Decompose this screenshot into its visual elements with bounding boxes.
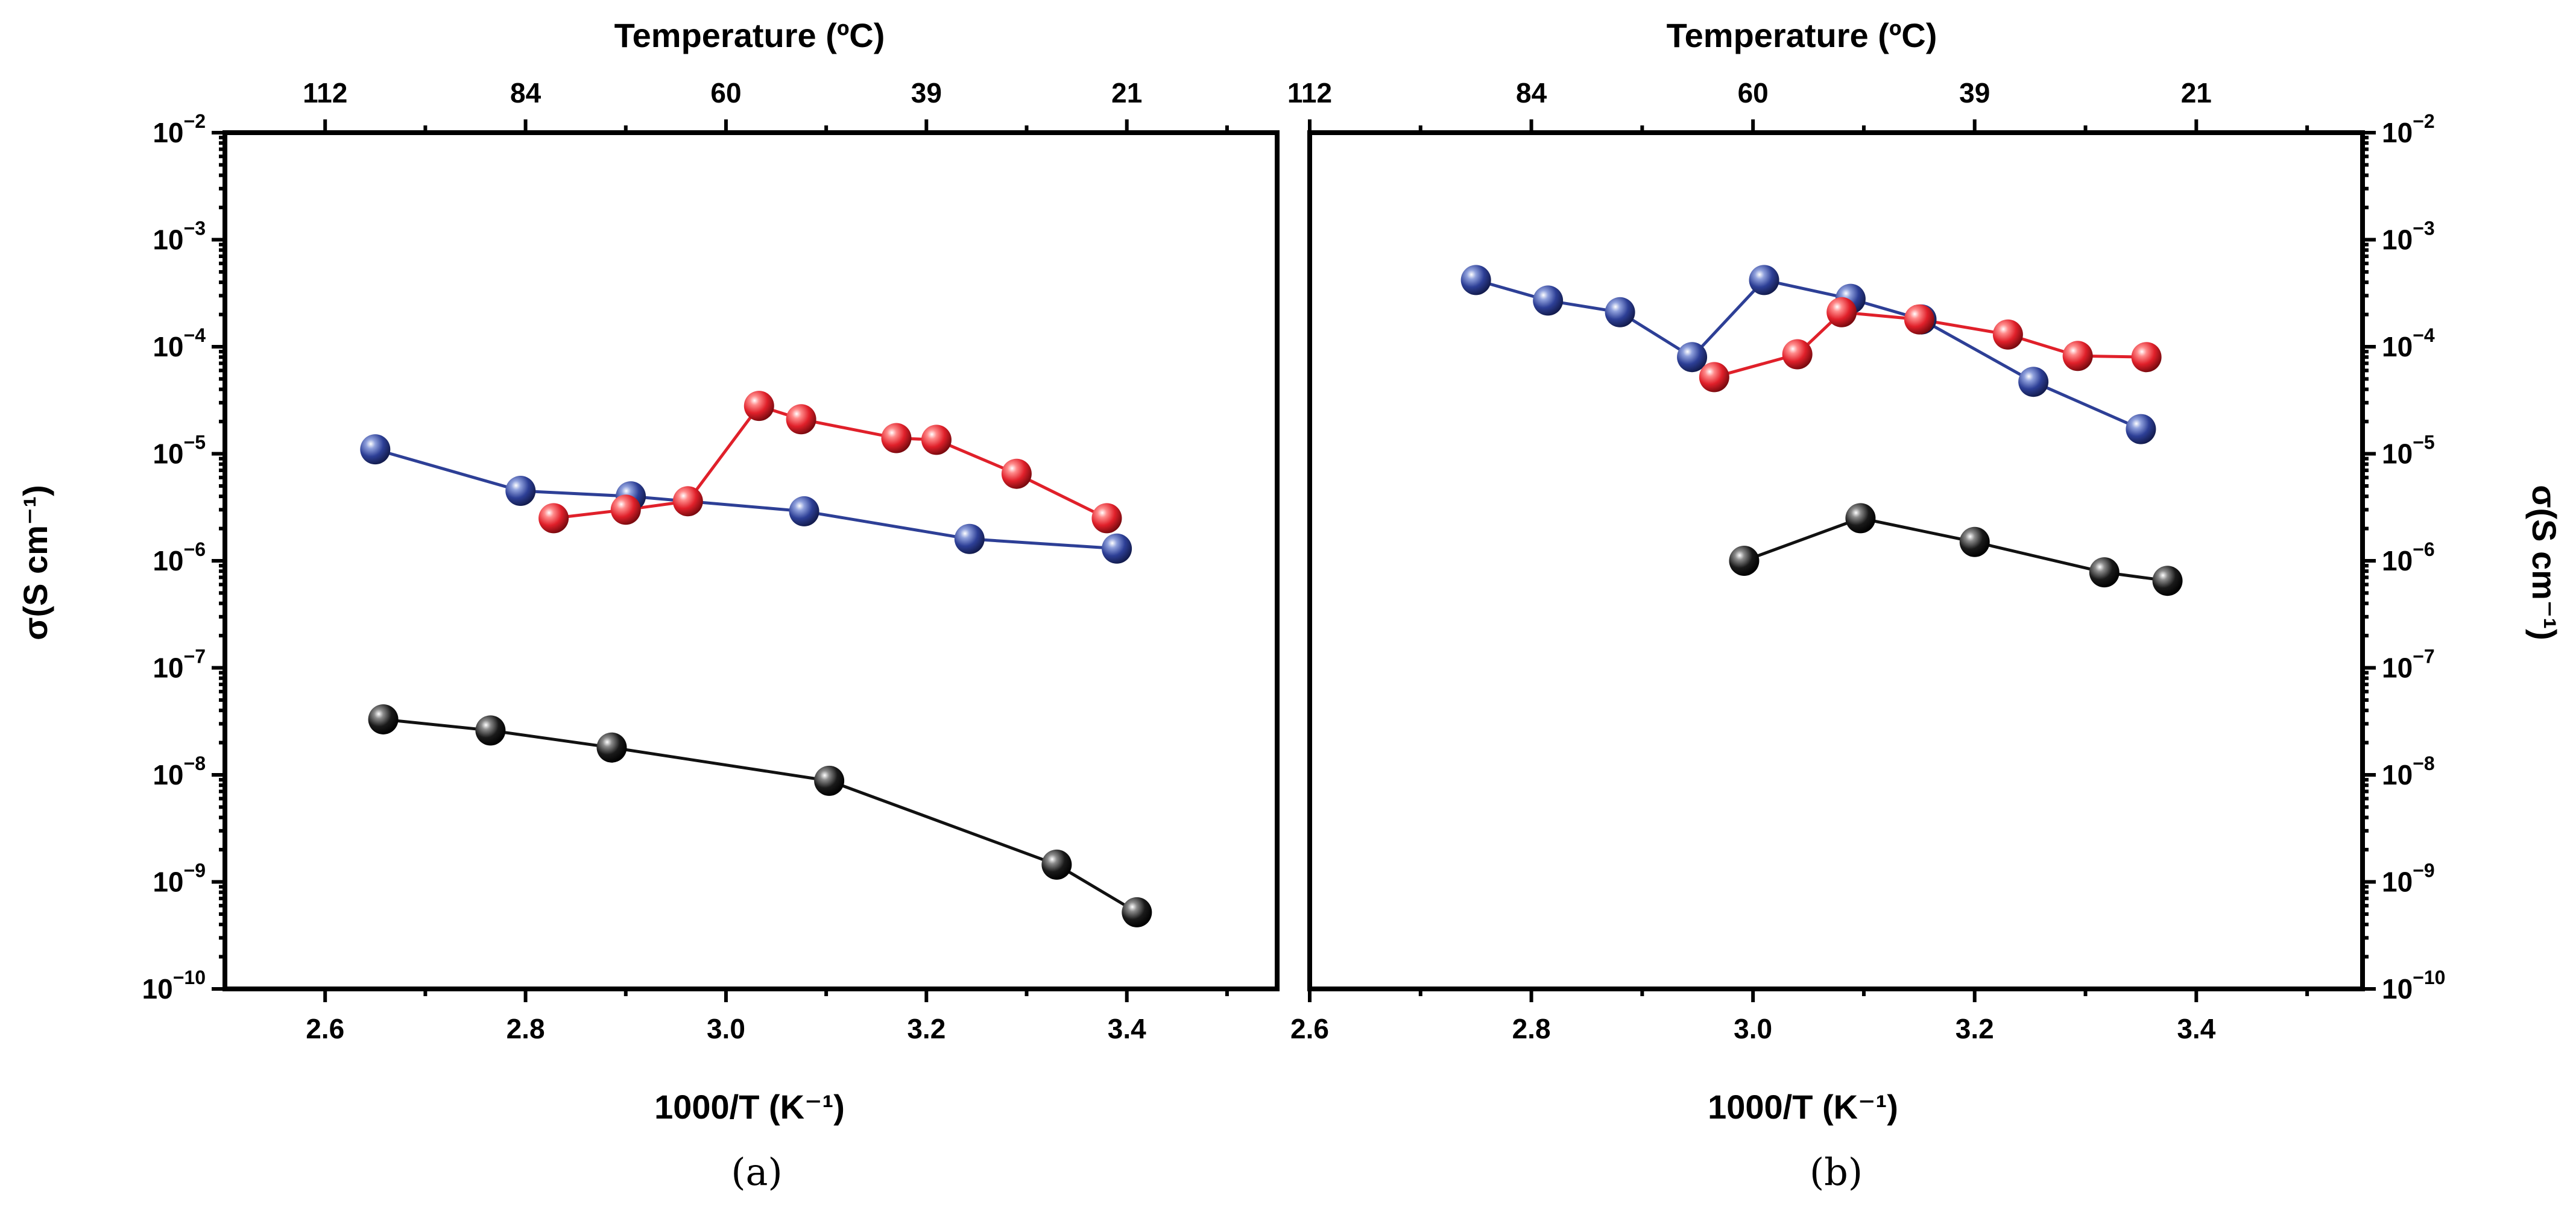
series-black-point xyxy=(596,732,627,763)
y-tick-label: 10−7 xyxy=(2382,646,2435,684)
panel-b-x-axis-title: 1000/T (K⁻¹) xyxy=(1708,1088,1898,1126)
series-blue-point xyxy=(1460,265,1491,295)
series-red-point xyxy=(881,423,912,453)
x-tick-label: 3.0 xyxy=(707,1013,745,1044)
x-tick-label: 3.2 xyxy=(1956,1013,1994,1044)
series-blue-point xyxy=(1749,265,1779,295)
panel-b-frame xyxy=(1307,130,2365,991)
series-red-point xyxy=(1826,297,1857,327)
series-blue-point xyxy=(954,523,985,554)
x-tick-label: 3.4 xyxy=(1108,1013,1146,1044)
series-red-point xyxy=(921,425,952,455)
series-red-point xyxy=(1091,503,1122,534)
series-blue-point xyxy=(1102,533,1132,564)
series-blue-point xyxy=(505,476,536,507)
panel-b-y-axis-title: σ(S cm⁻¹) xyxy=(2525,485,2563,640)
y-tick-label: 10−3 xyxy=(153,218,206,256)
top-tick-label: 39 xyxy=(1959,77,1990,109)
top-tick-label: 21 xyxy=(2181,77,2212,109)
panel-a: Temperature (ºC) σ(S cm⁻¹) 1000/T (K⁻¹) … xyxy=(16,16,1280,1194)
top-tick-label: 21 xyxy=(1111,77,1142,109)
panel-b-top-axis-title: Temperature (ºC) xyxy=(1667,16,1937,54)
series-black-point xyxy=(368,704,399,734)
top-tick-label: 39 xyxy=(911,77,942,109)
y-tick-label: 10−4 xyxy=(153,324,206,362)
y-tick-label: 10−10 xyxy=(142,967,206,1005)
x-tick-label: 3.2 xyxy=(907,1013,945,1044)
y-tick-label: 10−10 xyxy=(2382,967,2445,1005)
series-black-point xyxy=(1122,897,1152,927)
series-black-point xyxy=(1845,503,1876,534)
panel-a-top-axis-title: Temperature (ºC) xyxy=(614,16,885,54)
y-tick-label: 10−5 xyxy=(153,432,206,470)
panel-b: Temperature (ºC) σ(S cm⁻¹) 1000/T (K⁻¹) … xyxy=(1287,16,2563,1194)
series-black-line xyxy=(383,718,1138,914)
series-red-point xyxy=(672,486,703,517)
series-red-point xyxy=(1904,304,1934,335)
y-tick-label: 10−5 xyxy=(2382,432,2435,470)
y-tick-label: 10−4 xyxy=(2382,324,2435,362)
series-red-point xyxy=(2131,342,2162,373)
x-tick-label: 2.6 xyxy=(306,1013,344,1044)
series-red-point xyxy=(538,503,569,534)
series-blue-point xyxy=(1605,297,1635,327)
series-black-point xyxy=(475,715,506,746)
panel-a-plot: 2.6 2.8 3.0 3.2 3.4 112 84 60 39 21 10−10 10−9 10−8 1… xyxy=(142,77,1280,1044)
y-tick-label: 10−7 xyxy=(153,646,206,684)
series-blue-line xyxy=(374,447,1117,551)
series-red-point xyxy=(610,494,641,525)
series-red-point xyxy=(1699,362,1729,393)
panel-a-label: (a) xyxy=(731,1150,782,1194)
series-blue-point xyxy=(2126,414,2156,444)
panel-a-y-axis-title: σ(S cm⁻¹) xyxy=(16,485,54,640)
panel-b-plot: 2.6 2.8 3.0 3.2 3.4 112 84 60 39 21 10−10 10−9 10−8 1… xyxy=(1287,77,2446,1044)
series-red-point xyxy=(786,404,816,435)
series-blue-point xyxy=(360,434,391,465)
panel-b-label: (b) xyxy=(1810,1150,1863,1194)
series-black-point xyxy=(2089,557,2120,588)
x-tick-label: 3.4 xyxy=(2177,1013,2215,1044)
series-black-point xyxy=(1959,526,1990,557)
top-tick-label: 112 xyxy=(1287,77,1332,109)
y-tick-label: 10−8 xyxy=(153,753,206,791)
series-blue-point xyxy=(1533,285,1564,316)
y-tick-label: 10−3 xyxy=(2382,218,2435,256)
top-tick-label: 60 xyxy=(710,77,741,109)
series-black-point xyxy=(1729,546,1760,576)
series-black-point xyxy=(814,765,845,796)
top-tick-label: 84 xyxy=(510,77,541,109)
y-tick-label: 10−2 xyxy=(153,110,206,148)
series-black-point xyxy=(2152,566,2183,596)
series-red-point xyxy=(1782,339,1813,370)
series-blue-point xyxy=(789,496,819,526)
y-tick-label: 10−8 xyxy=(2382,753,2435,791)
x-tick-label: 2.8 xyxy=(1512,1013,1551,1044)
top-tick-label: 84 xyxy=(1516,77,1547,109)
series-black-point xyxy=(1041,849,1072,880)
series-red-point xyxy=(743,391,774,421)
x-tick-label: 2.6 xyxy=(1290,1013,1329,1044)
series-blue-point xyxy=(1677,342,1708,373)
y-tick-label: 10−6 xyxy=(2382,538,2435,576)
panel-a-x-axis-title: 1000/T (K⁻¹) xyxy=(654,1088,845,1126)
series-blue-point xyxy=(2018,367,2049,397)
y-tick-label: 10−9 xyxy=(153,860,206,898)
x-tick-label: 3.0 xyxy=(1734,1013,1772,1044)
series-red-point xyxy=(2062,341,2093,371)
x-tick-label: 2.8 xyxy=(507,1013,545,1044)
top-tick-label: 60 xyxy=(1738,77,1769,109)
y-tick-label: 10−9 xyxy=(2382,860,2435,898)
y-tick-label: 10−2 xyxy=(2382,110,2435,148)
series-red-point xyxy=(1001,458,1032,489)
top-tick-label: 112 xyxy=(303,77,347,109)
y-tick-label: 10−6 xyxy=(153,538,206,576)
series-red-point xyxy=(1992,319,2023,350)
